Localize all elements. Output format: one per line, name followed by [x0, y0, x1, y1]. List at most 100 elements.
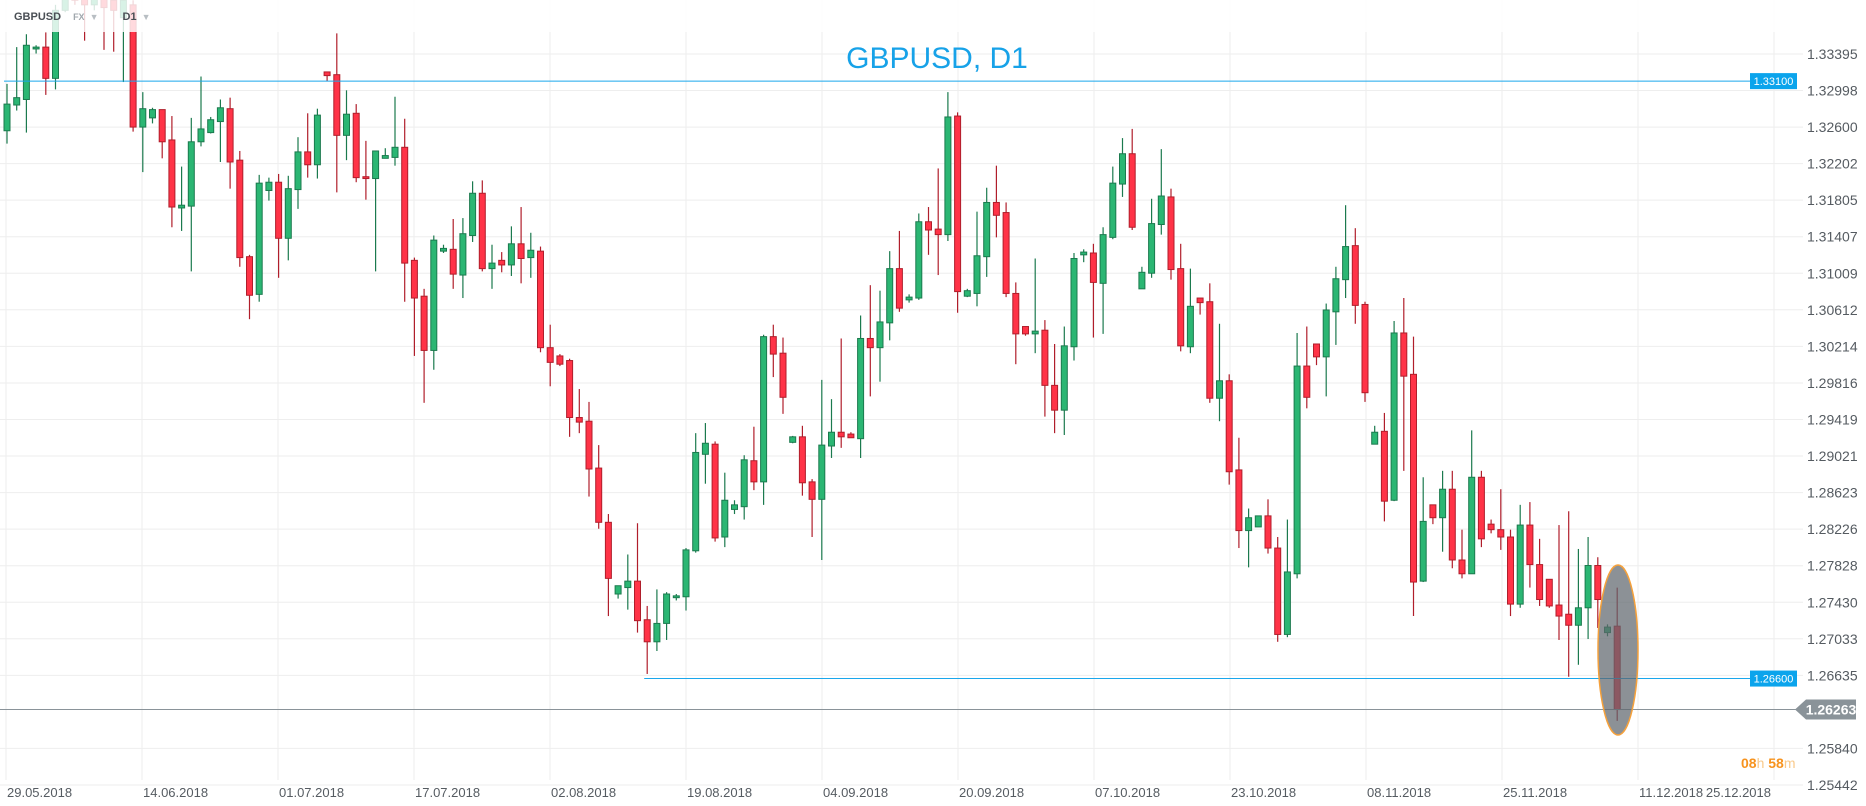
candle	[275, 173, 283, 278]
candle-body-bullish	[3, 103, 11, 132]
candle-body-bearish	[1041, 329, 1049, 386]
candle	[178, 166, 186, 231]
chart-header: GBPUSD FX ▼ D1 ▼	[0, 0, 1800, 32]
candle-body-bullish	[682, 549, 690, 598]
date-tick-label: 01.07.2018	[279, 785, 344, 800]
candle-body-bullish	[216, 107, 224, 123]
candle-body-bearish	[1361, 303, 1369, 394]
candle	[168, 116, 176, 228]
candle-body-bullish	[1109, 182, 1117, 238]
candle	[139, 92, 147, 173]
candle-body-bullish	[1080, 251, 1088, 256]
candle	[925, 207, 932, 255]
candle	[1497, 489, 1505, 550]
countdown-hours-unit: h	[1756, 755, 1765, 771]
candle	[1468, 430, 1476, 575]
price-tick-label: 1.28623	[1807, 485, 1858, 501]
candle	[1477, 470, 1485, 548]
candles	[3, 0, 1621, 721]
candle-body-bearish	[934, 228, 942, 236]
candle	[1410, 336, 1417, 617]
candle-body-bullish	[187, 141, 195, 207]
candle-body-bearish	[585, 420, 593, 470]
candle-body-bullish	[343, 113, 350, 136]
candle	[808, 479, 816, 538]
chevron-down-icon[interactable]: ▼	[89, 12, 99, 22]
date-tick-label: 29.05.2018	[7, 785, 72, 800]
candle-body-bearish	[1167, 196, 1175, 271]
candle	[934, 168, 942, 276]
candle-body-bearish	[1351, 245, 1359, 306]
candle	[1342, 205, 1350, 299]
chevron-down-icon[interactable]: ▼	[141, 12, 151, 22]
candle-body-bullish	[721, 499, 729, 538]
price-tick-label: 1.25442	[1807, 777, 1858, 793]
candle-body-bullish	[178, 204, 186, 209]
candle	[1283, 519, 1291, 638]
horizontal-levels[interactable]: 1.33100 1.26600 1.26263	[0, 73, 1857, 720]
candle-countdown: 08h 58m	[1741, 755, 1796, 771]
symbol-selector[interactable]: GBPUSD	[14, 11, 62, 23]
chart-title: GBPUSD, D1	[846, 42, 1028, 75]
date-tick-label: 23.10.2018	[1231, 785, 1296, 800]
candle	[1235, 437, 1243, 549]
date-tick-label: 07.10.2018	[1095, 785, 1160, 800]
date-tick-label: 25.11.2018	[1503, 785, 1567, 800]
market-label[interactable]: FX	[73, 12, 85, 22]
candle	[1022, 326, 1029, 336]
candle	[1507, 529, 1514, 617]
candle-body-bullish	[614, 585, 622, 595]
candle-body-bullish	[469, 192, 477, 237]
candle-body-bullish	[1254, 515, 1262, 528]
price-tick-label: 1.33395	[1807, 46, 1858, 62]
candle	[13, 47, 21, 111]
candle-body-bullish	[255, 182, 263, 295]
candle-body-bullish	[1293, 365, 1301, 575]
candle	[731, 500, 738, 515]
highlight-ellipse-annotation[interactable]	[1597, 564, 1639, 736]
candle	[1448, 470, 1456, 569]
candle	[1138, 266, 1146, 290]
candle	[847, 432, 855, 439]
candle	[430, 235, 438, 370]
candle-body-bullish	[22, 44, 30, 100]
candle-body-bullish	[731, 504, 738, 510]
candle-body-bearish	[410, 259, 418, 299]
price-tick-label: 1.30214	[1807, 338, 1858, 354]
candle	[1380, 412, 1388, 522]
candle	[798, 425, 806, 496]
candle	[692, 433, 700, 553]
price-tick-label: 1.29021	[1807, 448, 1858, 464]
candle	[1031, 258, 1039, 354]
time-axis[interactable]: 29.05.2018 14.06.2018 01.07.2018 17.07.2018…	[7, 785, 1771, 800]
candle-body-bearish	[866, 337, 874, 349]
candle	[1080, 249, 1088, 263]
candle-body-bullish	[983, 201, 991, 258]
countdown-minutes: 58	[1768, 755, 1784, 771]
candle	[886, 251, 894, 341]
candle-body-bearish	[925, 221, 932, 231]
candle-body-bearish	[847, 433, 855, 439]
candle	[1041, 320, 1049, 417]
candle-body-bearish	[1380, 430, 1388, 502]
candle-body-bullish	[139, 108, 147, 128]
candle-body-bullish	[207, 119, 215, 134]
candle	[954, 112, 962, 313]
candle	[1526, 502, 1534, 588]
candle	[284, 175, 292, 261]
price-axis[interactable]: 1.33395 1.32998 1.32600 1.32202 1.31805 1.314…	[1807, 46, 1858, 793]
candle	[857, 315, 865, 458]
candle	[1002, 202, 1010, 298]
candle	[22, 34, 30, 133]
candle	[1206, 283, 1214, 403]
candle-body-bullish	[1516, 524, 1524, 605]
timeframe-selector[interactable]: D1	[122, 11, 137, 23]
candle	[1216, 323, 1223, 422]
candle	[1351, 228, 1359, 324]
candle	[246, 254, 253, 320]
candle	[216, 99, 224, 163]
candle	[410, 257, 418, 356]
candle	[1225, 374, 1233, 485]
candle	[381, 148, 389, 159]
